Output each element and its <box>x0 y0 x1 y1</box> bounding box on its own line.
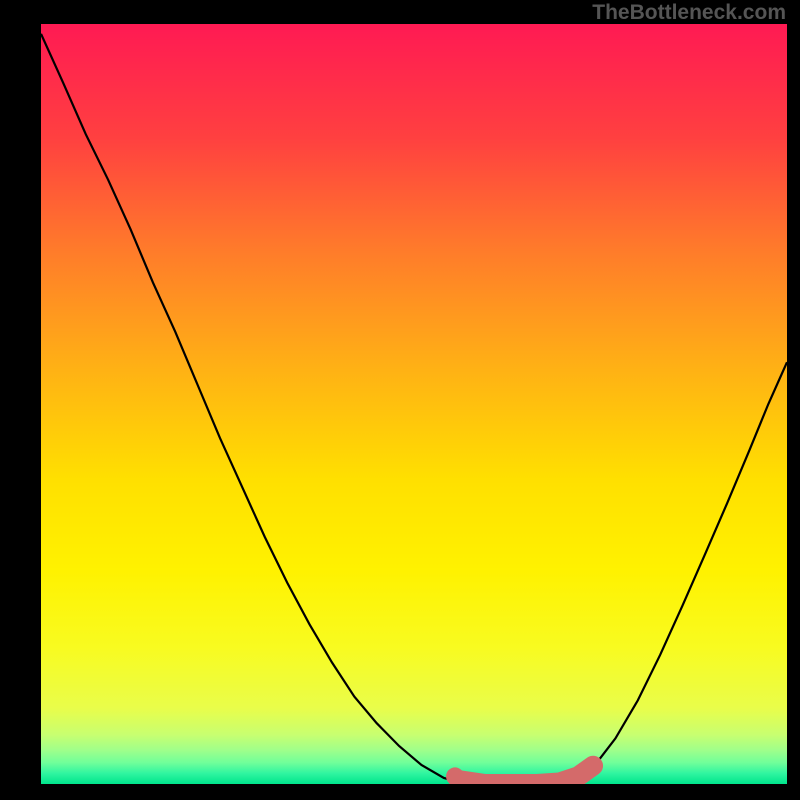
gradient-background <box>41 24 787 784</box>
plot-area <box>41 24 787 784</box>
chart-container: TheBottleneck.com <box>0 0 800 800</box>
watermark-text: TheBottleneck.com <box>592 1 786 25</box>
plot-svg <box>41 24 787 784</box>
